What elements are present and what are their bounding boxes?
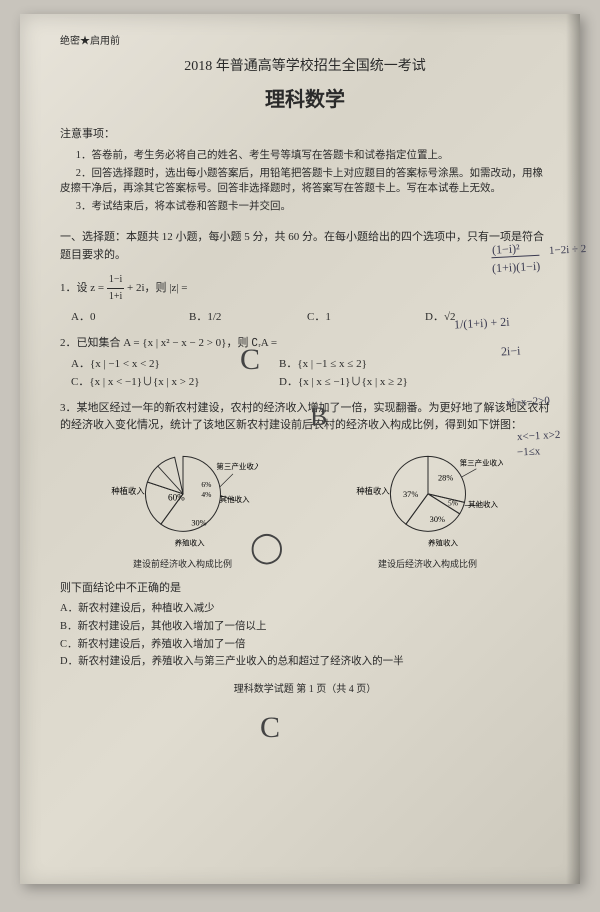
q1-opt-a: A．0 [71, 309, 181, 327]
q1-frac-den: 1+i [107, 289, 124, 305]
pie1-third-label: 第三产业收入 [216, 461, 258, 471]
subject-title: 理科数学 [60, 84, 550, 116]
handwriting-circle-mark: ◯ [250, 524, 284, 572]
pie2-plant-pct: 37% [403, 490, 418, 499]
q1-stem-post: + 2i，则 |z| = [127, 282, 188, 294]
notice-head: 注意事项： [60, 126, 550, 144]
handwriting-q1b: 2i−i [500, 342, 520, 362]
pie1-plant-pct: 60% [168, 492, 185, 502]
pie1-caption: 建设前经济收入构成比例 [108, 557, 258, 571]
question-2: 2．已知集合 A = {x | x² − x − 2 > 0}，则 ∁ᵣA = [60, 335, 550, 353]
pie-before: 60% 30% 6% 4% 种植收入 第三产业收入 其他收入 养殖收入 建设前经… [108, 443, 258, 572]
instruction-3: 3．考试结束后，将本试卷和答题卡一并交回。 [60, 199, 550, 215]
question-1: 1．设 z = 1−i 1+i + 2i，则 |z| = [60, 272, 550, 305]
pie-after-svg: 28% 5% 30% 37% 种植收入 第三产业收入 其他收入 养殖收入 [353, 443, 503, 553]
q1-fraction: 1−i 1+i [107, 272, 124, 305]
handwriting-answer-b: B [310, 396, 327, 438]
q1-stem-pre: 1．设 z = [60, 282, 107, 294]
pie2-third-pct: 28% [438, 473, 453, 482]
handwriting-q2c: −1≤x [516, 443, 540, 462]
pie2-other-pct: 5% [448, 498, 458, 507]
q3-after: 则下面结论中不正确的是 [60, 580, 550, 598]
handwriting-result1: 1−2i ÷ 2 [548, 241, 586, 261]
pie1-other-label: 其他收入 [219, 494, 249, 504]
page-shadow [566, 14, 580, 884]
question-3: 3．某地区经过一年的新农村建设，农村的经济收入增加了一倍，实现翻番。为更好地了解… [60, 400, 550, 435]
q1-opt-b: B．1/2 [189, 309, 299, 327]
pie2-other-label: 其他收入 [468, 499, 498, 509]
pie1-other-pct: 4% [201, 490, 211, 499]
q1-frac-num: 1−i [107, 272, 124, 289]
pie2-breed-label: 养殖收入 [428, 537, 458, 547]
pie1-breed-label: 养殖收入 [174, 537, 204, 547]
instruction-1: 1．答卷前，考生务必将自己的姓名、考生号等填写在答题卡和试卷指定位置上。 [60, 148, 550, 164]
page-footer: 理科数学试题 第 1 页（共 4 页） [60, 682, 550, 698]
handwriting-answer-c-2: C [260, 704, 280, 752]
q3-opt-a: A．新农村建设后，种植收入减少 [60, 601, 550, 617]
pie2-caption: 建设后经济收入构成比例 [353, 557, 503, 571]
pie1-breed-pct: 30% [191, 518, 206, 527]
handwriting-frac-den: (1+i)(1−i) [491, 255, 540, 279]
instruction-2: 2．回答选择题时，选出每小题答案后，用铅笔把答题卡上对应题目的答案标号涂黑。如需… [60, 166, 550, 198]
pie-after: 28% 5% 30% 37% 种植收入 第三产业收入 其他收入 养殖收入 建设后… [353, 443, 503, 572]
q2-opt-d: D．{x | x ≤ −1}∪{x | x ≥ 2} [279, 374, 479, 392]
exam-title: 2018 年普通高等学校招生全国统一考试 [60, 56, 550, 78]
section-1-head: 一、选择题：本题共 12 小题，每小题 5 分，共 60 分。在每小题给出的四个… [60, 229, 550, 264]
exam-page: 绝密★启用前 2018 年普通高等学校招生全国统一考试 理科数学 注意事项： 1… [20, 14, 580, 884]
q3-opt-d: D．新农村建设后，养殖收入与第三产业收入的总和超过了经济收入的一半 [60, 654, 550, 670]
pie-row: 60% 30% 6% 4% 种植收入 第三产业收入 其他收入 养殖收入 建设前经… [60, 443, 550, 572]
pie2-plant-label: 种植收入 [356, 486, 390, 496]
handwriting-q2a: x²−x−2>0 [506, 393, 551, 413]
handwriting-q1a: 1/(1+i) + 2i [454, 313, 510, 335]
pie1-breed-slice [145, 482, 182, 524]
q3-opt-c: C．新农村建设后，养殖收入增加了一倍 [60, 637, 550, 653]
pie1-third-pct: 6% [201, 480, 211, 489]
pie2-breed-pct: 30% [429, 515, 444, 524]
q2-options: A．{x | −1 < x < 2} B．{x | −1 ≤ x ≤ 2} C．… [71, 356, 550, 391]
pie1-plant-label: 种植收入 [111, 486, 145, 496]
q1-opt-c: C．1 [307, 309, 417, 327]
handwriting-answer-c-1: C [240, 336, 260, 384]
q3-opt-b: B．新农村建设后，其他收入增加了一倍以上 [60, 619, 550, 635]
q2-opt-b: B．{x | −1 ≤ x ≤ 2} [279, 356, 479, 374]
pie-before-svg: 60% 30% 6% 4% 种植收入 第三产业收入 其他收入 养殖收入 [108, 443, 258, 553]
pie2-third-label: 第三产业收入 [459, 457, 502, 467]
secret-label: 绝密★启用前 [60, 34, 550, 50]
